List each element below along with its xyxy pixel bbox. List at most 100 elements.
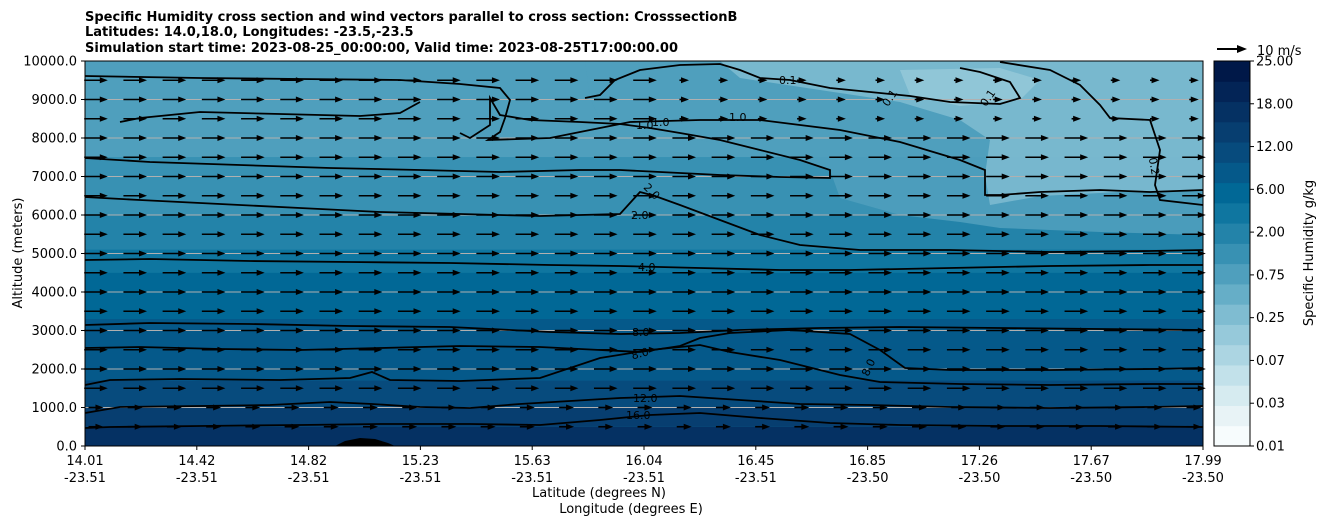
wind-vector	[633, 135, 657, 141]
wind-vector	[946, 385, 971, 392]
wind-vector	[162, 154, 187, 161]
wind-vector	[946, 135, 971, 141]
wind-vector	[1103, 231, 1128, 238]
wind-vector	[750, 135, 775, 141]
wind-vector	[476, 231, 500, 238]
wind-vector	[241, 77, 265, 84]
wind-vector	[946, 212, 971, 218]
wind-vector	[515, 327, 540, 334]
wind-vector	[515, 173, 540, 180]
wind-vector	[1025, 308, 1049, 315]
wind-vector	[437, 308, 461, 315]
wind-vector	[358, 327, 383, 334]
wind-vector	[397, 366, 422, 372]
colorbar-segment	[1214, 81, 1250, 103]
wind-vector	[437, 289, 461, 295]
wind-vector	[593, 308, 618, 315]
wind-vector	[711, 135, 736, 141]
wind-vector	[1064, 135, 1089, 141]
wind-vector	[1071, 115, 1082, 122]
contour-label-8-a: 8.0	[632, 326, 650, 339]
wind-vector	[953, 115, 964, 122]
wind-vector	[123, 212, 148, 218]
wind-vector	[123, 77, 148, 84]
wind-vector	[84, 327, 108, 334]
wind-vector	[280, 173, 304, 180]
wind-vector	[241, 231, 265, 238]
wind-vector	[519, 423, 535, 430]
wind-vector	[1182, 154, 1206, 161]
wind-vector	[358, 192, 383, 199]
wind-vector	[829, 154, 853, 161]
wind-vector	[397, 115, 422, 122]
wind-vector	[201, 173, 226, 180]
wind-vector	[829, 346, 853, 353]
wind-vector	[672, 308, 697, 315]
wind-vector	[986, 385, 1010, 392]
wind-vector	[637, 404, 653, 411]
wind-vector	[868, 173, 893, 180]
wind-vector	[437, 231, 461, 238]
wind-vector	[437, 269, 461, 276]
wind-vector	[84, 154, 108, 161]
wind-vector	[437, 96, 461, 103]
wind-vector	[88, 423, 104, 430]
wind-vector	[162, 327, 187, 334]
wind-vector	[755, 404, 771, 411]
wind-vector	[319, 135, 344, 141]
colorbar-segment	[1214, 425, 1250, 447]
wind-vector	[319, 77, 344, 84]
wind-key: 10 m/s	[1217, 44, 1302, 59]
wind-vector	[515, 346, 540, 353]
wind-vector	[1029, 423, 1045, 430]
wind-vector	[241, 308, 265, 315]
wind-vector	[280, 327, 304, 334]
y-axis: 0.0 1000.0 2000.0 3000.0 4000.0 5000.0 6000.0 7…	[23, 55, 85, 455]
colorbar-label: Specific Humidity g/kg	[1302, 180, 1317, 326]
wind-vector	[829, 308, 853, 315]
x-tick-label-lon: -23.51	[623, 471, 665, 486]
wind-vector	[1103, 346, 1128, 353]
colorbar-segment	[1214, 283, 1250, 305]
wind-vector	[833, 423, 849, 430]
wind-vector	[319, 269, 344, 276]
wind-vector	[319, 154, 344, 161]
colorbar-tick-label: 0.25	[1256, 311, 1285, 326]
wind-vector	[790, 327, 814, 334]
wind-vector	[914, 115, 925, 122]
wind-vector	[319, 308, 344, 315]
wind-vector	[123, 250, 148, 257]
wind-vector	[319, 250, 344, 257]
wind-vector	[1103, 269, 1128, 276]
wind-vector	[319, 192, 344, 199]
wind-vector	[554, 154, 579, 161]
wind-vector	[162, 173, 187, 180]
wind-vector	[990, 423, 1006, 430]
wind-vector	[476, 289, 500, 295]
wind-vector	[554, 135, 579, 141]
wind-vector	[912, 423, 927, 430]
wind-vector	[1108, 423, 1124, 430]
wind-vector	[790, 231, 814, 238]
wind-vector	[162, 192, 187, 199]
wind-vector	[1103, 173, 1128, 180]
x-tick-label-lat: 14.42	[178, 454, 215, 469]
wind-vector	[711, 366, 736, 372]
wind-vector	[245, 404, 261, 411]
colorbar-segment	[1214, 324, 1250, 346]
wind-vector	[1182, 269, 1206, 276]
wind-vector	[986, 231, 1010, 238]
wind-vector	[679, 115, 689, 122]
wind-vector	[319, 96, 344, 103]
wind-vector	[127, 423, 143, 430]
wind-vector	[1032, 77, 1042, 84]
wind-vector	[946, 308, 971, 315]
colorbar-frame	[1213, 60, 1251, 447]
wind-vector	[672, 327, 697, 334]
wind-vector	[201, 308, 226, 315]
wind-vector	[946, 327, 971, 334]
humidity-band	[85, 426, 1203, 446]
wind-vector	[397, 154, 422, 161]
wind-vector	[1186, 404, 1202, 411]
wind-vector	[1182, 231, 1206, 238]
